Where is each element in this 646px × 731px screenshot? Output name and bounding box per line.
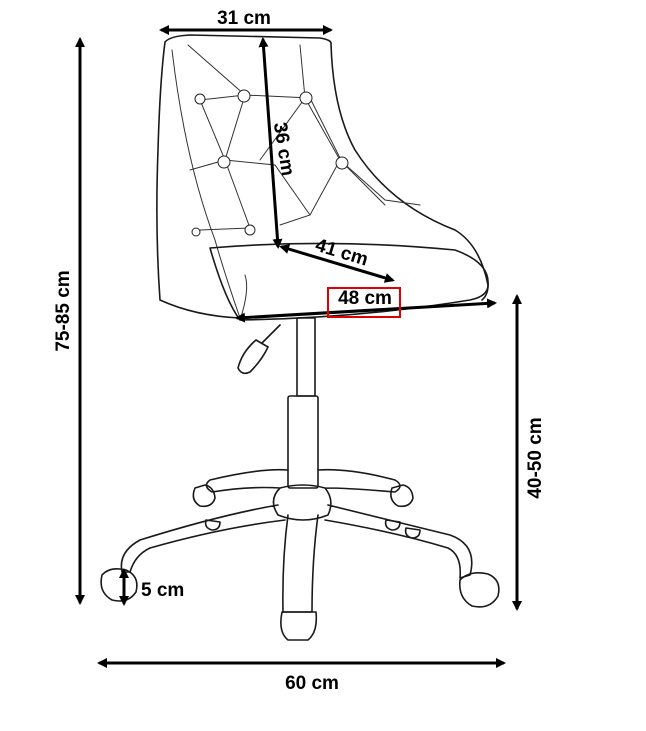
casters	[100, 484, 500, 641]
dimension-lines	[75, 25, 522, 668]
base-width-label: 60 cm	[285, 673, 339, 694]
seat-height-label: 40-50 cm	[525, 417, 546, 498]
seat-width-highlight-box	[327, 287, 401, 318]
dimension-labels: 31 cm 36 cm 41 cm 48 cm 75-85 cm 40-50 c…	[53, 8, 546, 694]
backrest	[156, 34, 489, 319]
adjustment-lever	[237, 324, 281, 375]
seat-width-dimension-line	[235, 298, 497, 323]
seat-width-label: 48 cm	[338, 288, 392, 309]
caster-label: 5 cm	[141, 580, 184, 601]
gas-lift-lower	[287, 395, 319, 489]
tufting-buttons	[191, 89, 349, 237]
top-width-label: 31 cm	[217, 8, 271, 29]
chair-drawing	[100, 34, 500, 641]
seat-depth-dimension-line	[279, 244, 395, 283]
seat-front-edge	[239, 274, 248, 321]
tufting-lines	[187, 44, 421, 231]
backrest-inner	[171, 49, 241, 319]
back-height-dimension-line	[258, 37, 283, 249]
total-height-label: 75-85 cm	[53, 270, 74, 351]
gas-lift-upper	[296, 317, 316, 397]
